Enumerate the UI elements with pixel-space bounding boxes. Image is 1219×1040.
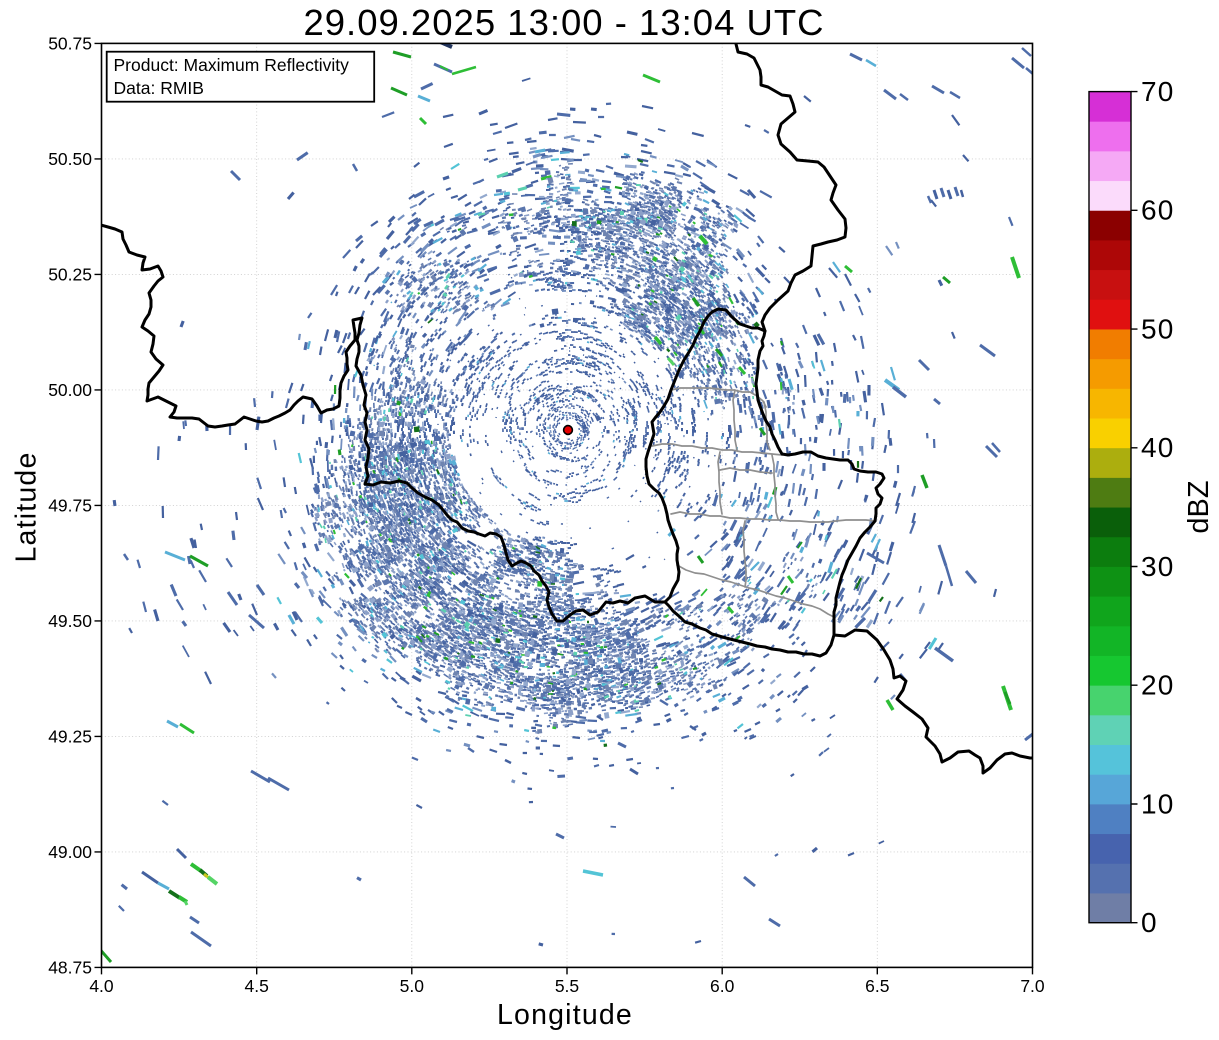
svg-text:40: 40: [1141, 432, 1175, 463]
svg-text:48.75: 48.75: [48, 958, 92, 978]
svg-text:50.50: 50.50: [48, 149, 92, 169]
svg-text:0: 0: [1141, 907, 1158, 938]
svg-text:70: 70: [1141, 76, 1175, 107]
svg-text:50: 50: [1141, 313, 1175, 344]
svg-text:50.00: 50.00: [48, 380, 92, 400]
svg-text:29.09.2025 13:00 - 13:04 UTC: 29.09.2025 13:00 - 13:04 UTC: [303, 2, 824, 43]
svg-text:50.75: 50.75: [48, 34, 92, 54]
svg-text:dBZ: dBZ: [1183, 480, 1215, 533]
svg-text:Longitude: Longitude: [497, 999, 633, 1031]
svg-text:30: 30: [1141, 551, 1175, 582]
svg-text:6.0: 6.0: [710, 976, 735, 996]
svg-text:5.0: 5.0: [400, 976, 425, 996]
svg-text:4.5: 4.5: [245, 976, 269, 996]
svg-text:49.50: 49.50: [48, 611, 92, 631]
svg-text:49.75: 49.75: [48, 496, 92, 516]
svg-text:Latitude: Latitude: [11, 451, 43, 562]
svg-text:60: 60: [1141, 195, 1175, 226]
svg-text:Product: Maximum Reflectivity: Product: Maximum Reflectivity: [114, 55, 350, 75]
svg-text:10: 10: [1141, 788, 1175, 819]
svg-text:50.25: 50.25: [48, 265, 92, 285]
svg-text:6.5: 6.5: [865, 976, 889, 996]
svg-text:Data: RMIB: Data: RMIB: [114, 78, 204, 98]
svg-text:5.5: 5.5: [555, 976, 579, 996]
svg-text:4.0: 4.0: [89, 976, 114, 996]
svg-text:20: 20: [1141, 670, 1175, 701]
svg-text:7.0: 7.0: [1020, 976, 1045, 996]
svg-text:49.00: 49.00: [48, 842, 92, 862]
svg-text:49.25: 49.25: [48, 727, 92, 747]
